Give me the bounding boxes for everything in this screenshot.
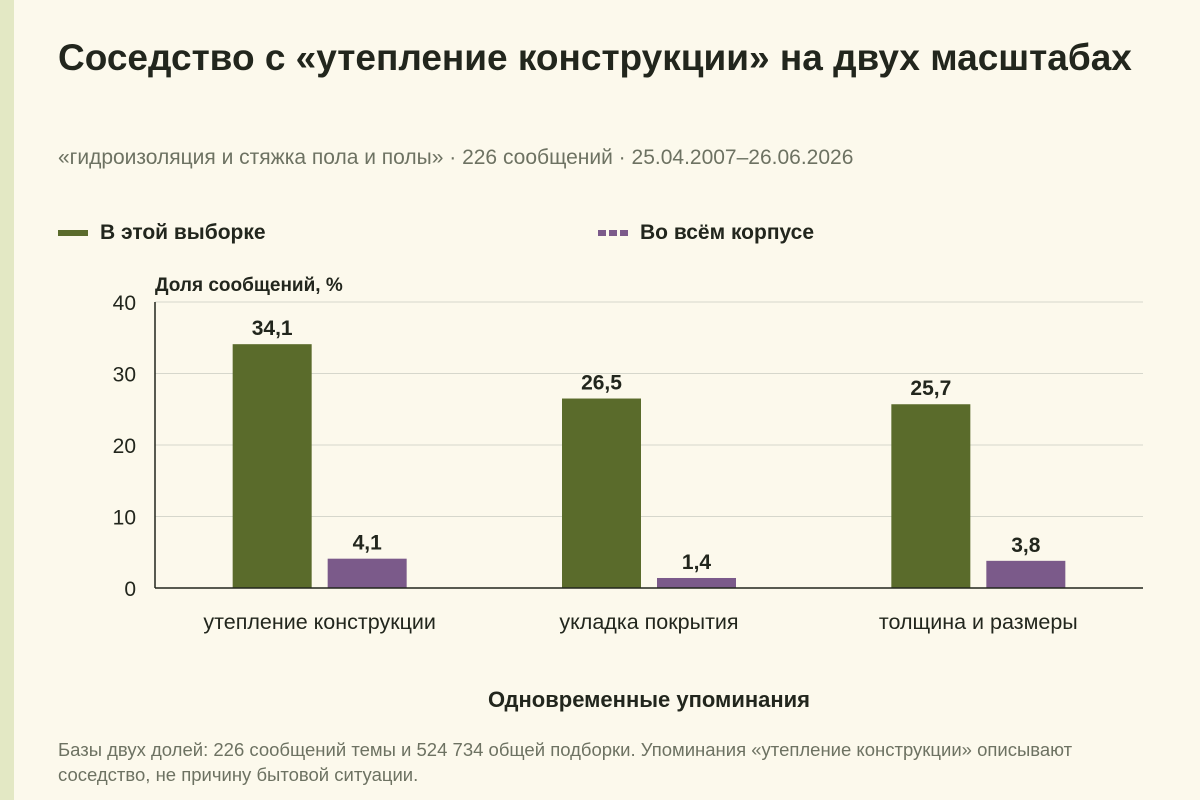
bar	[891, 404, 971, 588]
legend-label-corpus: Во всём корпусе	[640, 221, 815, 244]
data-label: 34,1	[252, 317, 293, 340]
data-label: 3,8	[1011, 534, 1041, 557]
legend-label-sample: В этой выборке	[100, 221, 266, 244]
left-accent-stripe	[0, 0, 14, 800]
chart-subtitle: «гидроизоляция и стяжка пола и полы» · 2…	[58, 146, 854, 169]
y-tick-label: 40	[113, 292, 136, 315]
y-tick-label: 10	[113, 507, 136, 530]
bars	[232, 344, 1066, 588]
x-tick-label: толщина и размеры	[879, 610, 1078, 634]
gridlines	[155, 301, 1143, 517]
bar	[327, 558, 407, 588]
x-axis-label: Одновременные упоминания	[488, 687, 810, 712]
chart-title: Соседство с «утепление конструкции» на д…	[58, 37, 1132, 78]
legend-swatch-corpus	[598, 230, 628, 236]
legend-item-sample: В этой выборке	[58, 219, 266, 247]
footnote: Базы двух долей: 226 сообщений темы и 52…	[58, 739, 1073, 785]
bar	[657, 577, 736, 588]
data-label: 25,7	[910, 377, 951, 400]
legend-item-corpus: Во всём корпусе	[598, 219, 814, 247]
bar	[986, 560, 1066, 588]
axis-ticks: 0 10 20 30 40 утепление конструкции укладка по…	[113, 292, 1078, 634]
value-labels: 34,1 4,1 26,5 1,4 25,7 3,8	[252, 317, 1041, 574]
bar	[232, 344, 312, 588]
data-label: 4,1	[353, 532, 383, 555]
y-tick-label: 0	[124, 578, 136, 601]
x-tick-label: укладка покрытия	[559, 610, 738, 634]
legend-swatch-sample	[58, 230, 88, 236]
y-axis-label: Доля сообщений, %	[155, 275, 343, 296]
data-label: 1,4	[682, 551, 712, 574]
bar	[562, 398, 641, 588]
y-tick-label: 30	[113, 364, 136, 387]
y-tick-label: 20	[113, 435, 136, 458]
x-tick-label: утепление конструкции	[203, 610, 436, 634]
data-label: 26,5	[581, 372, 622, 395]
